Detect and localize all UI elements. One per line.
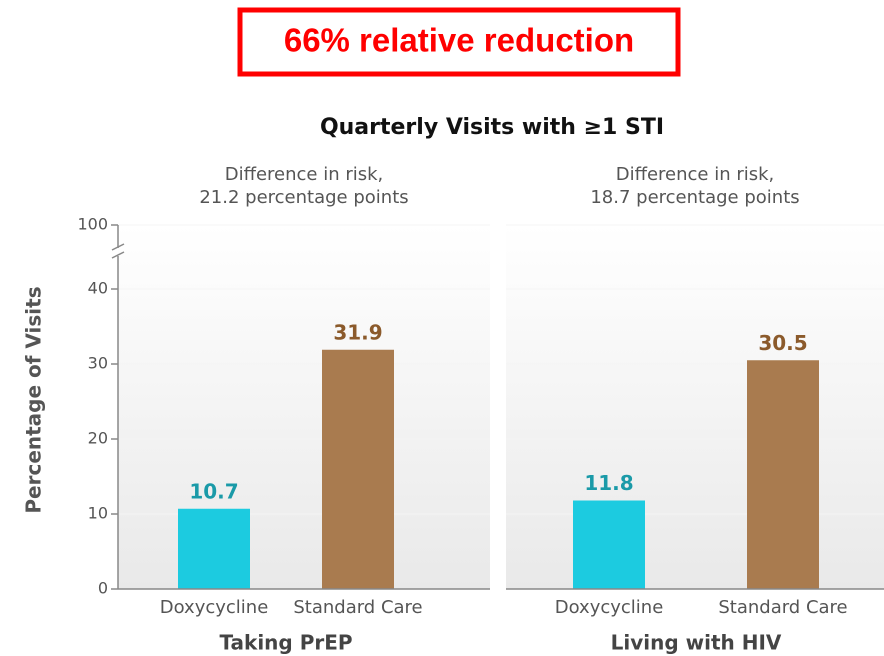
x-tick-label: Doxycycline [160,597,269,618]
value-label: 10.7 [189,479,238,503]
y-tick-label: 10 [88,504,108,523]
value-label: 30.5 [758,331,807,355]
x-axis-label: Living with HIV [611,631,782,655]
bar [747,360,819,589]
value-label: 11.8 [584,471,633,495]
y-tick-label: 20 [88,429,108,448]
subtitle: Difference in risk, [225,164,384,185]
axis-break [111,243,125,251]
y-axis-label: Percentage of Visits [22,286,46,513]
panel-background [506,225,884,589]
subtitle: 18.7 percentage points [590,187,799,208]
axis-break [111,251,125,259]
y-tick-label: 40 [88,279,108,298]
y-tick-label: 0 [98,579,108,598]
y-tick-label: 100 [77,215,108,234]
bar [322,349,394,589]
banner-box [237,7,681,77]
chart-title: Quarterly Visits with ≥1 STI [320,115,664,140]
bar [573,500,645,589]
panel-background [118,225,490,589]
y-tick-label: 30 [88,354,108,373]
x-tick-label: Standard Care [293,597,422,618]
bar [178,508,250,589]
x-axis-label: Taking PrEP [219,631,352,655]
value-label: 31.9 [333,320,382,344]
subtitle: Difference in risk, [616,164,775,185]
x-tick-label: Doxycycline [555,597,664,618]
subtitle: 21.2 percentage points [199,187,408,208]
banner: 66% relative reduction [284,22,634,59]
x-tick-label: Standard Care [718,597,847,618]
